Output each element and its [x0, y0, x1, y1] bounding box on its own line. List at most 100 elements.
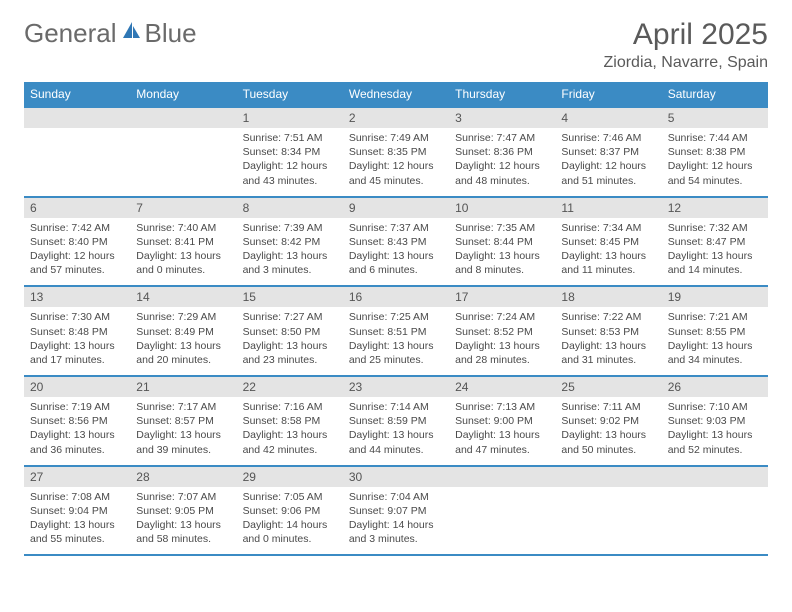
day-number: 29: [237, 467, 343, 487]
calendar-cell: 6Sunrise: 7:42 AMSunset: 8:40 PMDaylight…: [24, 197, 130, 287]
calendar-cell: 23Sunrise: 7:14 AMSunset: 8:59 PMDayligh…: [343, 376, 449, 466]
day-info: Sunrise: 7:44 AMSunset: 8:38 PMDaylight:…: [662, 128, 768, 196]
calendar-cell: [130, 107, 236, 197]
day-number: 2: [343, 108, 449, 128]
day-number: 18: [555, 287, 661, 307]
col-monday: Monday: [130, 82, 236, 107]
header: General Blue April 2025 Ziordia, Navarre…: [24, 18, 768, 72]
day-info: Sunrise: 7:29 AMSunset: 8:49 PMDaylight:…: [130, 307, 236, 375]
day-number: 10: [449, 198, 555, 218]
calendar-week-row: 27Sunrise: 7:08 AMSunset: 9:04 PMDayligh…: [24, 466, 768, 556]
col-friday: Friday: [555, 82, 661, 107]
day-info: Sunrise: 7:21 AMSunset: 8:55 PMDaylight:…: [662, 307, 768, 375]
calendar-cell: [555, 466, 661, 556]
day-info: Sunrise: 7:34 AMSunset: 8:45 PMDaylight:…: [555, 218, 661, 286]
day-number: 23: [343, 377, 449, 397]
day-info: Sunrise: 7:13 AMSunset: 9:00 PMDaylight:…: [449, 397, 555, 465]
day-number: 27: [24, 467, 130, 487]
day-info: Sunrise: 7:30 AMSunset: 8:48 PMDaylight:…: [24, 307, 130, 375]
day-info: Sunrise: 7:14 AMSunset: 8:59 PMDaylight:…: [343, 397, 449, 465]
day-number: 20: [24, 377, 130, 397]
day-number: 24: [449, 377, 555, 397]
day-info: Sunrise: 7:24 AMSunset: 8:52 PMDaylight:…: [449, 307, 555, 375]
calendar-cell: 4Sunrise: 7:46 AMSunset: 8:37 PMDaylight…: [555, 107, 661, 197]
sail-icon: [120, 20, 142, 47]
calendar-cell: [24, 107, 130, 197]
title-block: April 2025 Ziordia, Navarre, Spain: [603, 18, 768, 72]
day-number: 6: [24, 198, 130, 218]
weekday-header-row: Sunday Monday Tuesday Wednesday Thursday…: [24, 82, 768, 107]
calendar-cell: 13Sunrise: 7:30 AMSunset: 8:48 PMDayligh…: [24, 286, 130, 376]
day-number: 26: [662, 377, 768, 397]
calendar-cell: 19Sunrise: 7:21 AMSunset: 8:55 PMDayligh…: [662, 286, 768, 376]
day-number: 1: [237, 108, 343, 128]
calendar-cell: 7Sunrise: 7:40 AMSunset: 8:41 PMDaylight…: [130, 197, 236, 287]
calendar-cell: 21Sunrise: 7:17 AMSunset: 8:57 PMDayligh…: [130, 376, 236, 466]
calendar-cell: 17Sunrise: 7:24 AMSunset: 8:52 PMDayligh…: [449, 286, 555, 376]
calendar-cell: 3Sunrise: 7:47 AMSunset: 8:36 PMDaylight…: [449, 107, 555, 197]
col-tuesday: Tuesday: [237, 82, 343, 107]
calendar-cell: 15Sunrise: 7:27 AMSunset: 8:50 PMDayligh…: [237, 286, 343, 376]
calendar-cell: 24Sunrise: 7:13 AMSunset: 9:00 PMDayligh…: [449, 376, 555, 466]
day-info: Sunrise: 7:08 AMSunset: 9:04 PMDaylight:…: [24, 487, 130, 555]
day-number: 5: [662, 108, 768, 128]
day-info: Sunrise: 7:17 AMSunset: 8:57 PMDaylight:…: [130, 397, 236, 465]
calendar-cell: 10Sunrise: 7:35 AMSunset: 8:44 PMDayligh…: [449, 197, 555, 287]
day-number: 8: [237, 198, 343, 218]
calendar-week-row: 1Sunrise: 7:51 AMSunset: 8:34 PMDaylight…: [24, 107, 768, 197]
calendar-week-row: 6Sunrise: 7:42 AMSunset: 8:40 PMDaylight…: [24, 197, 768, 287]
col-sunday: Sunday: [24, 82, 130, 107]
day-number: 19: [662, 287, 768, 307]
calendar-week-row: 13Sunrise: 7:30 AMSunset: 8:48 PMDayligh…: [24, 286, 768, 376]
day-number: 13: [24, 287, 130, 307]
calendar-cell: 11Sunrise: 7:34 AMSunset: 8:45 PMDayligh…: [555, 197, 661, 287]
day-info: Sunrise: 7:49 AMSunset: 8:35 PMDaylight:…: [343, 128, 449, 196]
calendar-cell: 28Sunrise: 7:07 AMSunset: 9:05 PMDayligh…: [130, 466, 236, 556]
day-info: Sunrise: 7:35 AMSunset: 8:44 PMDaylight:…: [449, 218, 555, 286]
calendar-cell: 29Sunrise: 7:05 AMSunset: 9:06 PMDayligh…: [237, 466, 343, 556]
calendar-week-row: 20Sunrise: 7:19 AMSunset: 8:56 PMDayligh…: [24, 376, 768, 466]
calendar-cell: 14Sunrise: 7:29 AMSunset: 8:49 PMDayligh…: [130, 286, 236, 376]
day-number: [130, 108, 236, 128]
day-number: 25: [555, 377, 661, 397]
calendar-cell: 27Sunrise: 7:08 AMSunset: 9:04 PMDayligh…: [24, 466, 130, 556]
calendar-cell: 12Sunrise: 7:32 AMSunset: 8:47 PMDayligh…: [662, 197, 768, 287]
calendar-cell: 16Sunrise: 7:25 AMSunset: 8:51 PMDayligh…: [343, 286, 449, 376]
calendar-cell: 2Sunrise: 7:49 AMSunset: 8:35 PMDaylight…: [343, 107, 449, 197]
day-number: 9: [343, 198, 449, 218]
day-info: Sunrise: 7:27 AMSunset: 8:50 PMDaylight:…: [237, 307, 343, 375]
col-saturday: Saturday: [662, 82, 768, 107]
day-info: Sunrise: 7:47 AMSunset: 8:36 PMDaylight:…: [449, 128, 555, 196]
calendar-cell: 26Sunrise: 7:10 AMSunset: 9:03 PMDayligh…: [662, 376, 768, 466]
day-info: Sunrise: 7:04 AMSunset: 9:07 PMDaylight:…: [343, 487, 449, 555]
day-number: 11: [555, 198, 661, 218]
day-info: Sunrise: 7:32 AMSunset: 8:47 PMDaylight:…: [662, 218, 768, 286]
day-info: Sunrise: 7:39 AMSunset: 8:42 PMDaylight:…: [237, 218, 343, 286]
col-wednesday: Wednesday: [343, 82, 449, 107]
day-info: Sunrise: 7:05 AMSunset: 9:06 PMDaylight:…: [237, 487, 343, 555]
day-info: Sunrise: 7:46 AMSunset: 8:37 PMDaylight:…: [555, 128, 661, 196]
day-number: 28: [130, 467, 236, 487]
day-info: Sunrise: 7:10 AMSunset: 9:03 PMDaylight:…: [662, 397, 768, 465]
day-info: Sunrise: 7:37 AMSunset: 8:43 PMDaylight:…: [343, 218, 449, 286]
calendar-cell: 30Sunrise: 7:04 AMSunset: 9:07 PMDayligh…: [343, 466, 449, 556]
day-info: Sunrise: 7:42 AMSunset: 8:40 PMDaylight:…: [24, 218, 130, 286]
day-number: 4: [555, 108, 661, 128]
logo-text-general: General: [24, 18, 117, 49]
day-number: 17: [449, 287, 555, 307]
day-number: 30: [343, 467, 449, 487]
logo: General Blue: [24, 18, 197, 49]
day-info: Sunrise: 7:16 AMSunset: 8:58 PMDaylight:…: [237, 397, 343, 465]
location: Ziordia, Navarre, Spain: [603, 54, 768, 72]
day-info: Sunrise: 7:07 AMSunset: 9:05 PMDaylight:…: [130, 487, 236, 555]
day-number: 15: [237, 287, 343, 307]
page-title: April 2025: [603, 18, 768, 52]
day-number: 3: [449, 108, 555, 128]
day-info: Sunrise: 7:11 AMSunset: 9:02 PMDaylight:…: [555, 397, 661, 465]
day-info: Sunrise: 7:19 AMSunset: 8:56 PMDaylight:…: [24, 397, 130, 465]
day-info: Sunrise: 7:25 AMSunset: 8:51 PMDaylight:…: [343, 307, 449, 375]
day-info: Sunrise: 7:51 AMSunset: 8:34 PMDaylight:…: [237, 128, 343, 196]
day-number: [24, 108, 130, 128]
day-info: Sunrise: 7:22 AMSunset: 8:53 PMDaylight:…: [555, 307, 661, 375]
calendar-cell: 9Sunrise: 7:37 AMSunset: 8:43 PMDaylight…: [343, 197, 449, 287]
